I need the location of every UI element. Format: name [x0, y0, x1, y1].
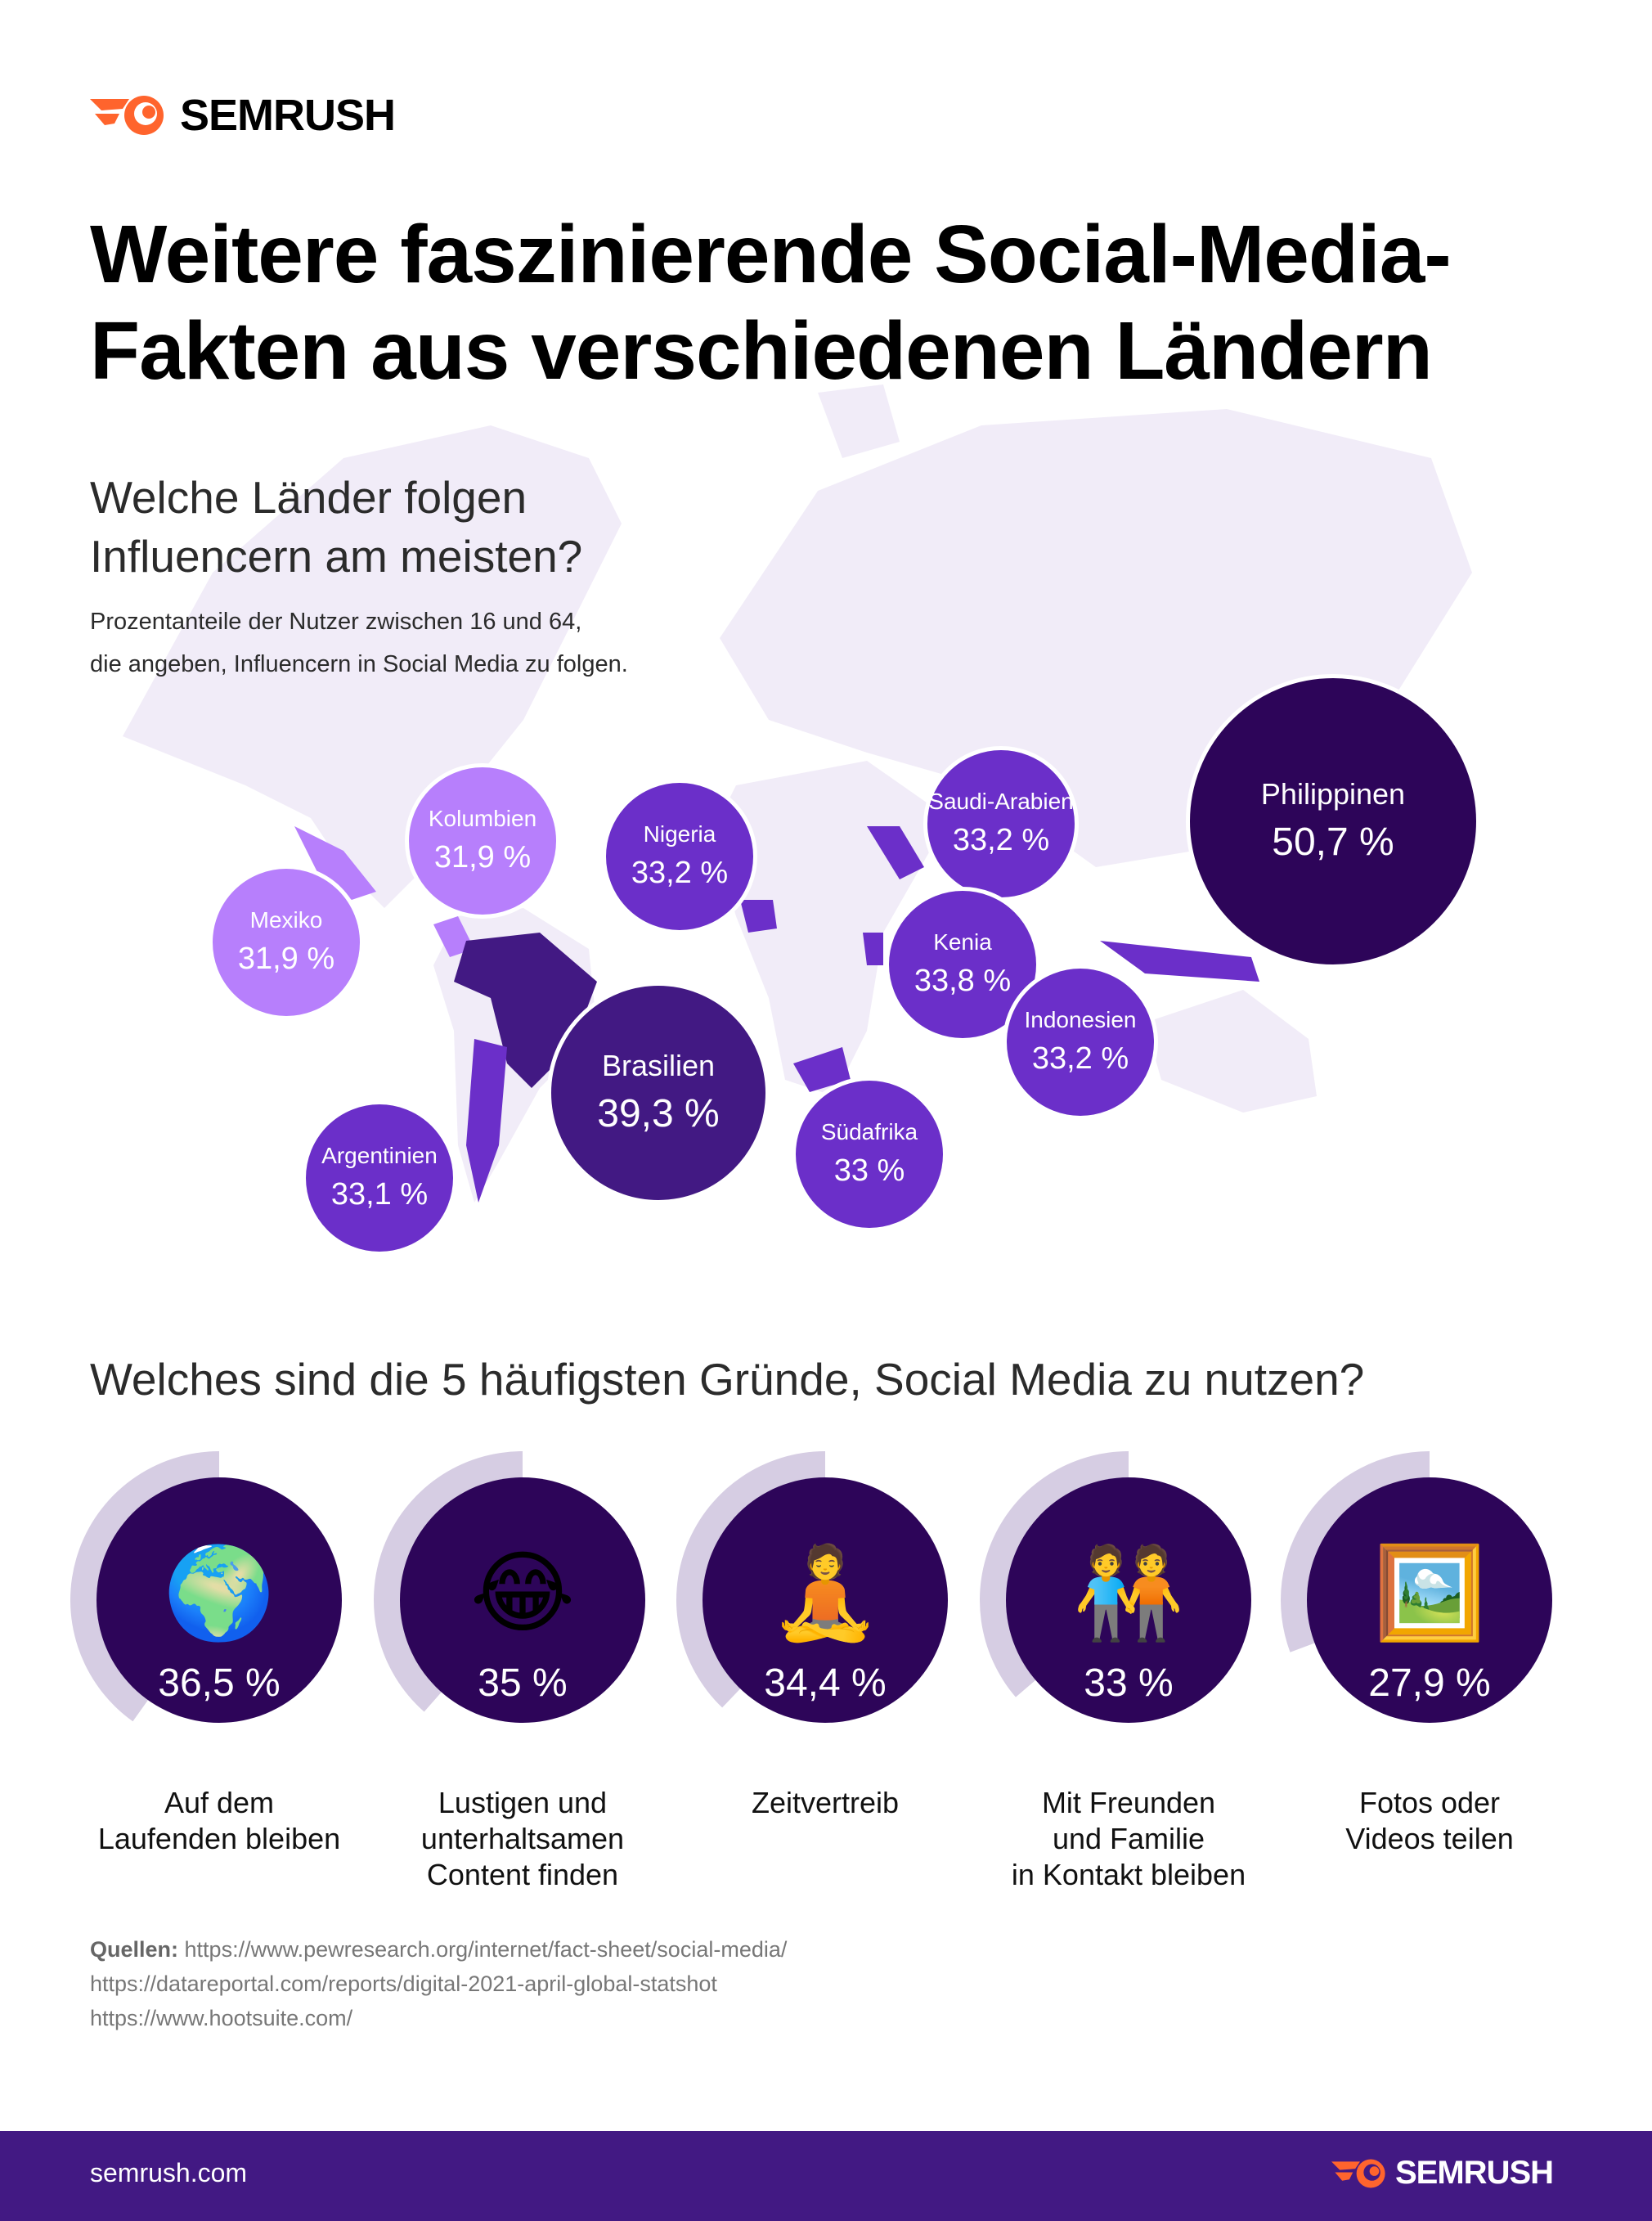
reason-label-line: Content finden	[426, 1858, 619, 1891]
reason-label-line: Lustigen und	[438, 1786, 608, 1819]
map-heading-line: Influencern am meisten?	[90, 531, 583, 582]
desc-line: Prozentanteile der Nutzer zwischen 16 un…	[90, 609, 582, 635]
country-bubble: Kenia 33,8 %	[885, 887, 1040, 1042]
reason-label: Auf dem Laufenden bleiben	[64, 1785, 375, 1857]
reason-circle	[400, 1477, 645, 1723]
globe-africa-icon: 🌍	[163, 1540, 276, 1645]
source-link[interactable]: https://www.hootsuite.com/	[90, 2006, 353, 2030]
reason-circle	[1307, 1477, 1552, 1723]
map-description: Prozentanteile der Nutzer zwischen 16 un…	[90, 600, 628, 686]
country-value: 31,9 %	[237, 942, 335, 976]
country-value: 33 %	[833, 1153, 905, 1188]
country-bubble: Philippinen 50,7 %	[1186, 674, 1480, 969]
footer-logo: SEMRUSH	[1331, 2155, 1554, 2192]
country-bubble: Argentinien 33,1 %	[302, 1100, 457, 1256]
country-bubble: Indonesien 33,2 %	[1003, 964, 1158, 1120]
country-name: Mexiko	[249, 907, 323, 933]
country-value: 33,8 %	[914, 964, 1012, 998]
reason-item: 🌍 36,5 % Auf dem Laufenden bleiben	[64, 1441, 375, 1900]
reason-item: 🧘 34,4 % Zeitvertreib	[670, 1441, 981, 1900]
country-name: Kenia	[933, 929, 992, 955]
source-link[interactable]: https://datareportal.com/reports/digital…	[90, 1971, 717, 1996]
people-holding-hands-icon: 🧑‍🤝‍🧑	[1072, 1540, 1185, 1645]
country-name: Nigeria	[643, 821, 716, 847]
country-name: Südafrika	[820, 1119, 918, 1144]
country-bubble: Saudi-Arabien 33,2 %	[923, 746, 1079, 901]
semrush-flame-icon	[90, 96, 164, 135]
semrush-logo: SEMRUSH	[90, 90, 396, 141]
laughing-tears-icon: 😂	[469, 1540, 576, 1645]
country-bubble: Brasilien 39,3 %	[547, 982, 770, 1204]
footer-url[interactable]: semrush.com	[90, 2158, 248, 2187]
reason-value: 35 %	[478, 1661, 568, 1705]
reason-value: 27,9 %	[1368, 1661, 1491, 1705]
reason-label-line: Mit Freunden	[1041, 1786, 1216, 1819]
reason-item: 🖼️ 27,9 % Fotos oder Videos teilen	[1274, 1441, 1585, 1900]
reason-label-line: Zeitvertreib	[751, 1786, 900, 1819]
sources: Quellen: https://www.pewresearch.org/int…	[90, 1932, 787, 2035]
footer-brand: SEMRUSH	[1395, 2155, 1554, 2191]
country-name: Argentinien	[321, 1143, 438, 1168]
reason-label-line: Videos teilen	[1345, 1822, 1514, 1855]
person-lotus-icon: 🧘	[769, 1540, 882, 1645]
country-name: Saudi-Arabien	[928, 789, 1074, 814]
semrush-flame-icon	[1331, 2159, 1385, 2187]
reason-label-line: und Familie	[1052, 1822, 1205, 1855]
reason-label: Fotos oder Videos teilen	[1274, 1785, 1585, 1857]
page-title: Weitere faszinierende Social-Media-Fakte…	[90, 209, 1452, 397]
reason-value: 36,5 %	[158, 1661, 281, 1705]
reason-label-line: Auf dem	[164, 1786, 275, 1819]
country-value: 50,7 %	[1272, 821, 1394, 864]
country-value: 31,9 %	[433, 840, 532, 874]
map-heading: Welche Länder folgen Influencern am meis…	[90, 468, 582, 586]
country-value: 33,2 %	[1031, 1041, 1129, 1076]
reason-label-line: in Kontakt bleiben	[1011, 1858, 1246, 1891]
brand-name: SEMRUSH	[180, 91, 396, 140]
country-name: Kolumbien	[428, 806, 537, 831]
country-value: 33,2 %	[952, 823, 1050, 857]
country-bubble: Kolumbien 31,9 %	[405, 763, 560, 919]
reason-label: Mit Freunden und Familie in Kontakt bleibe…	[973, 1785, 1284, 1893]
sources-label: Quellen:	[90, 1937, 179, 1962]
reason-value: 33 %	[1084, 1661, 1174, 1705]
country-bubble: Mexiko 31,9 %	[209, 865, 364, 1020]
desc-line: die angeben, Influencern in Social Media…	[90, 651, 628, 677]
country-name: Philippinen	[1260, 777, 1406, 811]
reason-label: Zeitvertreib	[670, 1785, 981, 1821]
reason-label-line: unterhaltsamen	[420, 1822, 625, 1855]
country-bubble: Südafrika 33 %	[792, 1077, 947, 1232]
reason-item: 😂 35 % Lustigen und unterhaltsamen Content…	[367, 1441, 678, 1900]
source-link[interactable]: https://www.pewresearch.org/internet/fac…	[184, 1937, 788, 1962]
reason-circle	[703, 1477, 948, 1723]
reasons-heading: Welches sind die 5 häufigsten Gründe, So…	[90, 1354, 1365, 1405]
reason-circle	[1006, 1477, 1251, 1723]
map-heading-line: Welche Länder folgen	[90, 472, 527, 523]
reason-value: 34,4 %	[764, 1661, 887, 1705]
country-name: Brasilien	[601, 1049, 716, 1082]
reason-circle	[97, 1477, 342, 1723]
country-value: 33,1 %	[330, 1177, 429, 1212]
reason-label: Lustigen und unterhaltsamen Content finden	[367, 1785, 678, 1893]
reason-label-line: Laufenden bleiben	[97, 1822, 341, 1855]
country-value: 33,2 %	[631, 856, 729, 890]
reason-label-line: Fotos oder	[1358, 1786, 1501, 1819]
reason-item: 🧑‍🤝‍🧑 33 % Mit Freunden und Familie in Kon…	[973, 1441, 1284, 1900]
country-bubble: Nigeria 33,2 %	[602, 779, 757, 934]
framed-picture-icon: 🖼️	[1373, 1540, 1486, 1645]
country-name: Indonesien	[1024, 1007, 1137, 1032]
country-value: 39,3 %	[597, 1092, 720, 1135]
